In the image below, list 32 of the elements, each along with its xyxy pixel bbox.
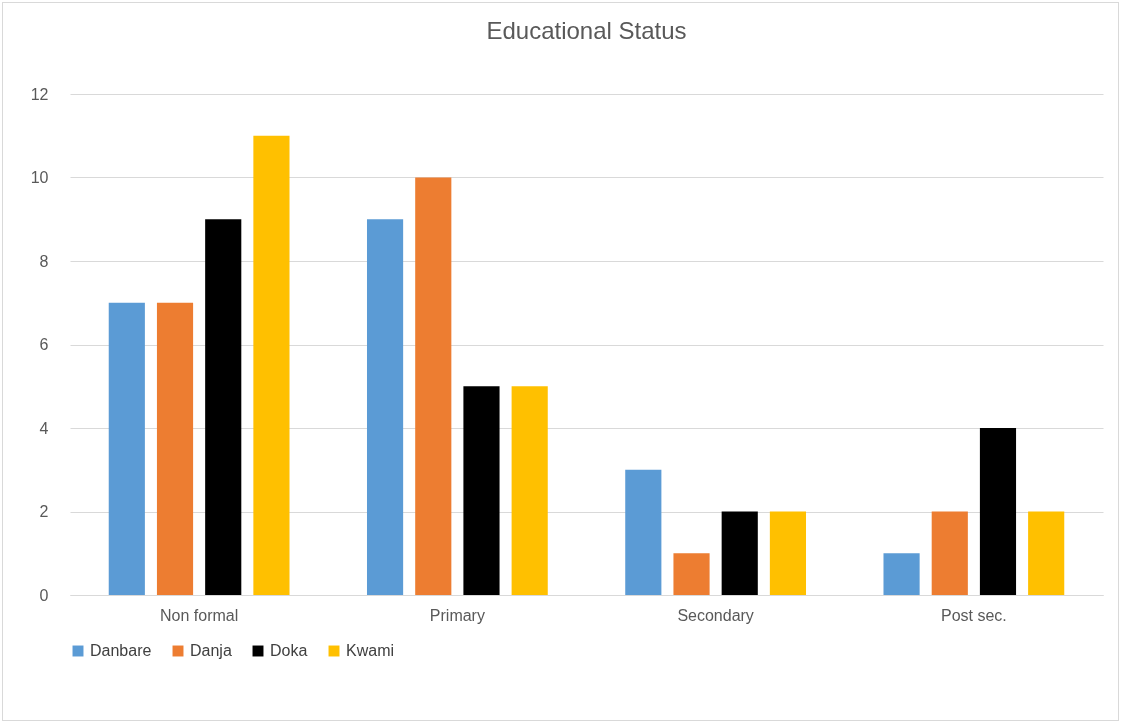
bar bbox=[366, 219, 404, 595]
x-tick-label: Primary bbox=[429, 606, 485, 624]
y-tick-label: 8 bbox=[39, 252, 49, 270]
legend-label: Doka bbox=[270, 642, 308, 659]
y-tick-label: 0 bbox=[39, 586, 49, 604]
legend-label: Danja bbox=[190, 642, 232, 659]
y-tick-label: 12 bbox=[30, 85, 49, 103]
bar bbox=[205, 219, 242, 595]
bar bbox=[673, 553, 710, 595]
bar bbox=[625, 469, 662, 595]
bar bbox=[979, 428, 1017, 595]
x-tick-label: Non formal bbox=[160, 606, 239, 624]
x-tick-label: Post sec. bbox=[940, 606, 1007, 624]
y-tick-label: 2 bbox=[39, 503, 49, 520]
bar bbox=[156, 302, 194, 595]
y-tick-label: 10 bbox=[30, 169, 49, 186]
bar bbox=[883, 553, 920, 595]
x-tick-label: Secondary bbox=[677, 606, 754, 624]
y-tick-label: 6 bbox=[39, 336, 49, 353]
bar bbox=[931, 511, 968, 595]
bar bbox=[253, 135, 290, 595]
bar bbox=[415, 177, 452, 595]
bar bbox=[511, 386, 548, 595]
legend-label: Kwami bbox=[346, 642, 395, 659]
bar bbox=[108, 302, 145, 595]
bar bbox=[463, 386, 500, 595]
legend-label: Danbare bbox=[90, 642, 152, 659]
chart-title: Educational Status bbox=[486, 17, 687, 44]
bar bbox=[721, 511, 758, 595]
bar bbox=[769, 511, 807, 595]
bar bbox=[1028, 511, 1065, 595]
y-tick-label: 4 bbox=[39, 419, 49, 437]
